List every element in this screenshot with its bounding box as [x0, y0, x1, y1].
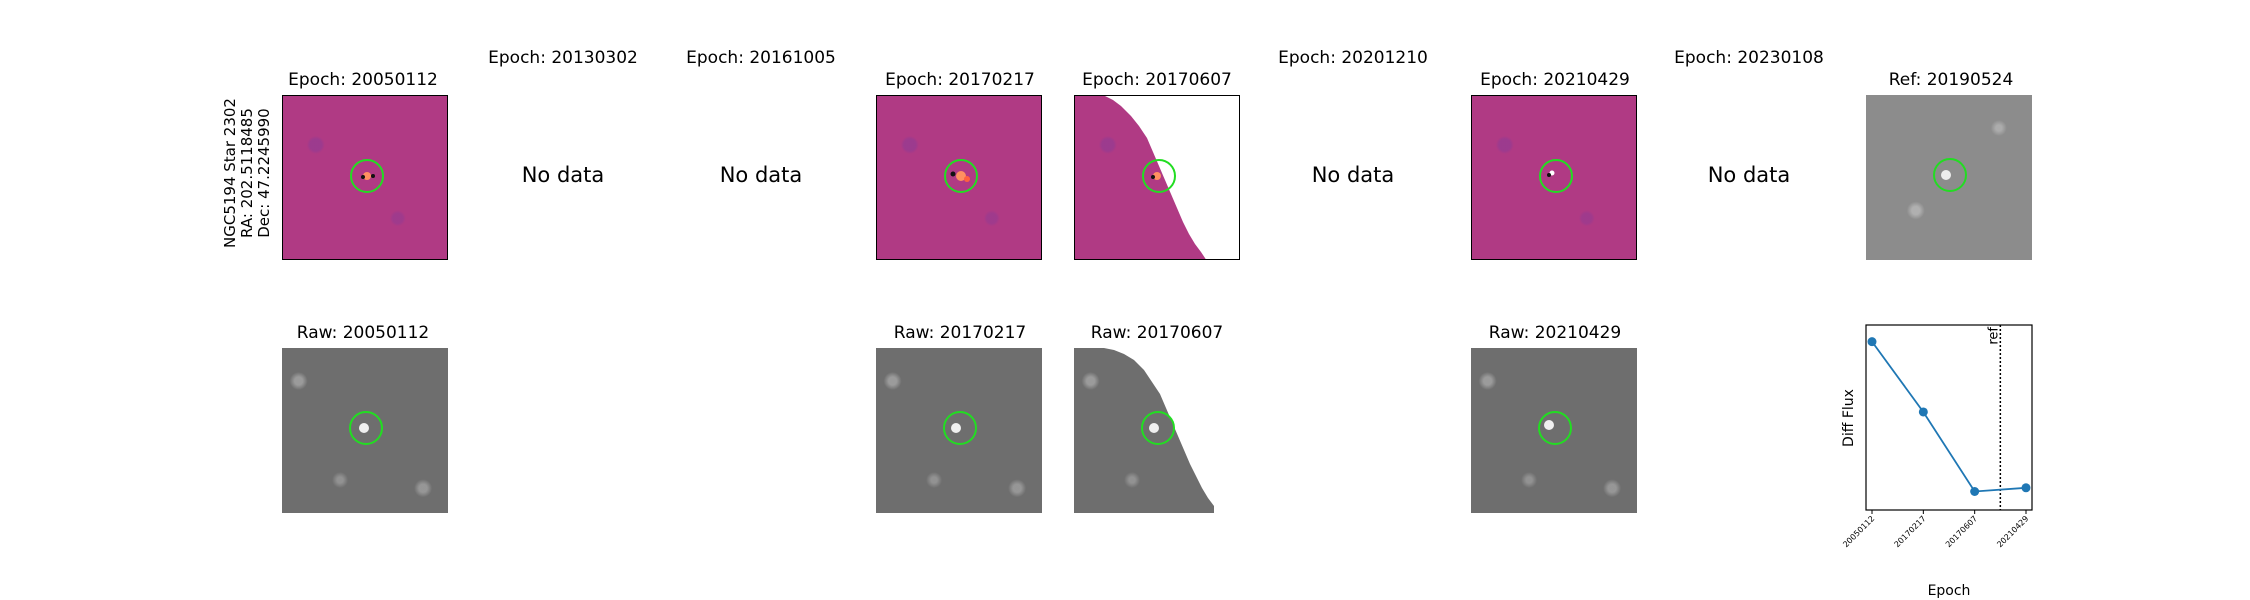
- data-point: [1867, 337, 1877, 347]
- plot-frame: [1865, 324, 2033, 511]
- no-data-message: No data: [521, 163, 605, 187]
- panel-title: Epoch: 20201210: [1278, 48, 1428, 68]
- x-axis-label: Epoch: [1928, 583, 1971, 599]
- target-circle: [1539, 159, 1573, 193]
- panel-title: Epoch: 20230108: [1674, 48, 1824, 68]
- panel-title: Raw: 20170217: [893, 323, 1027, 343]
- panel-title: Epoch: 20170607: [1082, 70, 1232, 90]
- panel-title: Ref: 20190524: [1888, 70, 2014, 90]
- ref-overlay: [1933, 158, 1967, 192]
- target-name: NGC5194 Star 2302: [221, 98, 239, 248]
- diff-overlay: [1539, 159, 1573, 193]
- x-tick-label: 20170217: [1893, 514, 1928, 549]
- target-circle: [1141, 411, 1175, 445]
- target-circle: [1142, 159, 1176, 193]
- panel-title: Epoch: 20170217: [885, 70, 1035, 90]
- diff-image-panel-partial: [1074, 95, 1240, 260]
- target-circle: [1538, 411, 1572, 445]
- panel-title: Raw: 20170607: [1090, 323, 1224, 343]
- series-line: [1871, 341, 2027, 493]
- no-data-message: No data: [719, 163, 803, 187]
- data-point: [2021, 483, 2031, 493]
- diff-overlay: [350, 159, 384, 193]
- panel-title: Raw: 20050112: [296, 323, 430, 343]
- diff-overlay: [944, 159, 978, 193]
- target-circle: [349, 411, 383, 445]
- reference-label: ref: [1986, 327, 2001, 345]
- panel-title: Epoch: 20210429: [1480, 70, 1630, 90]
- x-tick-label: 20170607: [1944, 514, 1979, 549]
- raw-image-panel-partial: [1074, 348, 1240, 513]
- raw-image-panel: [1471, 348, 1637, 513]
- reference-image-panel: [1866, 95, 2032, 260]
- target-circle: [1933, 158, 1967, 192]
- target-circle: [943, 411, 977, 445]
- diff-overlay: [1105, 96, 1239, 259]
- x-tick-label: 20050112: [1841, 514, 1876, 549]
- light-curve-chart: ref 20050112 20170217 20170607 20210429 Diff…: [1841, 324, 2033, 599]
- raw-overlay: [349, 411, 383, 445]
- raw-overlay: [943, 411, 977, 445]
- target-circle: [350, 159, 384, 193]
- raw-overlay: [1538, 411, 1572, 445]
- data-point: [1970, 487, 1980, 496]
- diff-image-panel: [282, 95, 448, 260]
- diff-image-panel: [876, 95, 1042, 260]
- target-info-label: NGC5194 Star 2302 RA: 202.5118485 Dec: 4…: [221, 98, 273, 248]
- diff-image-panel: [1471, 95, 1637, 260]
- target-dec: Dec: 47.2245990: [255, 108, 273, 238]
- target-circle: [944, 159, 978, 193]
- target-ra: RA: 202.5118485: [238, 108, 256, 238]
- raw-image-panel: [876, 348, 1042, 513]
- panel-title: Epoch: 20130302: [488, 48, 638, 68]
- panel-title: Raw: 20210429: [1488, 323, 1622, 343]
- raw-overlay: [1104, 348, 1240, 513]
- no-data-message: No data: [1707, 163, 1791, 187]
- panel-title: Epoch: 20161005: [686, 48, 836, 68]
- no-data-message: No data: [1311, 163, 1395, 187]
- raw-image-panel: [282, 348, 448, 513]
- x-tick-label: 20210429: [1995, 514, 2030, 549]
- data-point: [1918, 407, 1928, 417]
- y-axis-label: Diff Flux: [1841, 389, 1857, 447]
- panel-title: Epoch: 20050112: [288, 70, 438, 90]
